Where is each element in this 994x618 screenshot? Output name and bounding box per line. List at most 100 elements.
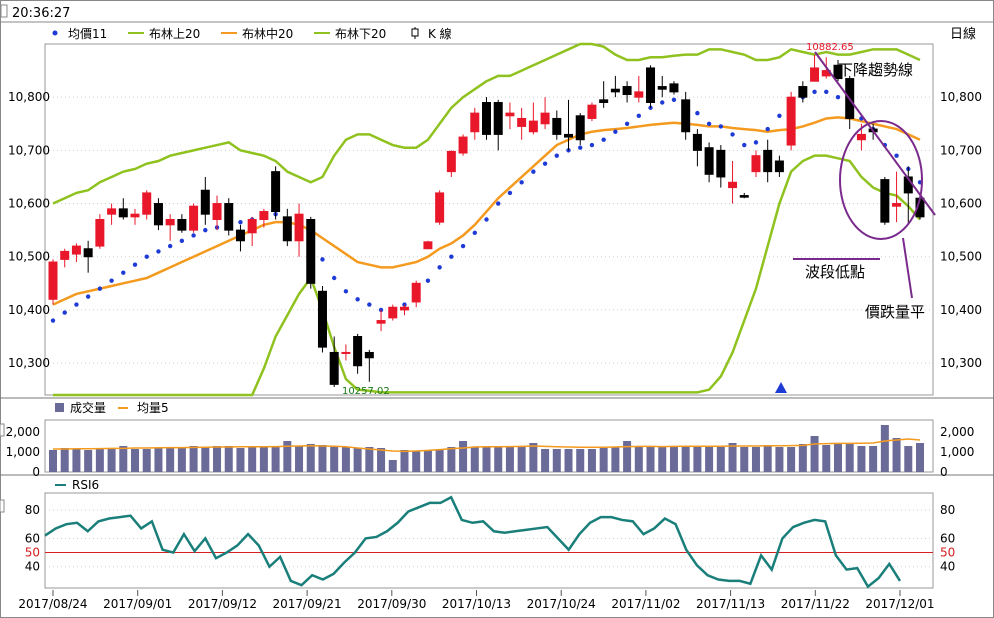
volume-bar [84,450,93,472]
avg11-point [460,243,466,249]
volume-bar [564,449,573,472]
avg11-point [50,318,56,323]
rsi-axis-left-tick: 50 [25,546,40,560]
avg11-point [343,289,349,294]
legend-marker-kline-body [411,28,419,37]
avg11-point [706,121,712,126]
avg11-point [835,94,841,100]
rsi-axis-left-tick: 80 [25,503,40,517]
rsi-axis-right-tick: 50 [940,546,955,560]
volume-bar [271,447,280,472]
volume-bar [494,447,503,472]
price-axis-left-tick: 10,500 [8,250,50,264]
price-axis-left-tick: 10,300 [8,356,50,370]
volume-bar [388,460,397,472]
volume-bar [880,425,889,472]
avg11-point [765,126,770,132]
avg11-point [730,132,735,137]
volume-axis-right-tick: 2,000 [940,425,974,439]
avg11-point [132,262,138,267]
candle-body [388,306,398,319]
avg11-point [156,249,161,254]
volume-bar [283,441,292,472]
avg11-point [589,142,595,148]
price-axis-right-tick: 10,500 [940,250,982,264]
volume-bar [669,447,678,472]
volume-bar [119,446,128,472]
candle-body [177,219,187,231]
volume-bar [435,449,444,472]
low-point-label: 波段低點 [805,263,865,281]
volume-bar [49,450,57,472]
candle-body [376,320,386,324]
avg11-point [203,227,208,233]
volume-bar [72,449,81,472]
vol-flat-pointer [902,237,913,299]
price-axis-left-tick: 10,600 [8,197,50,211]
candle-body [610,88,620,93]
candle-body [493,102,503,135]
volume-bar [400,450,409,472]
candle-body [294,213,304,242]
volume-bar [634,447,643,472]
candle-body [130,213,140,218]
avg11-point [331,275,337,281]
trendline-label: 下降趨勢線 [838,61,913,79]
avg11-point [179,238,185,243]
candle-body [458,136,468,154]
date-tick-label: 2017/09/12 [188,597,257,611]
avg11-point [437,265,442,270]
avg11-point [718,124,724,129]
avg11-point [449,254,454,259]
rsi-axis-left-tick: 60 [25,531,40,545]
volume-bar [728,443,737,472]
candle-body [728,181,738,189]
volume-bar [177,447,186,472]
avg11-point [753,140,759,145]
volume-axis-left-tick: 0 [32,465,40,479]
candle-body [517,117,527,127]
volume-ma-line [53,438,921,453]
date-tick-label: 2017/08/24 [18,597,87,611]
legend-marker-avg11 [52,30,58,36]
volume-bar [541,449,550,472]
volume-bar [166,448,175,472]
avg11-point [601,137,606,142]
date-tick-label: 2017/12/01 [865,597,934,611]
bollinger-line-2 [52,116,921,306]
candle-body [95,219,105,247]
volume-bar [60,448,69,472]
candle-body [71,245,81,255]
volume-bar [611,447,620,472]
volume-bar [318,445,327,472]
avg11-point [62,310,67,315]
volume-bar [833,444,842,472]
avg11-point [812,89,817,95]
date-tick-label: 2017/11/13 [696,597,765,611]
candle-body [107,208,117,215]
volume-axis-right-tick: 1,000 [940,445,974,459]
window-handle-icon [0,4,8,18]
candle-body [165,219,175,226]
volume-bar [213,446,222,472]
price-axis-right-tick: 10,700 [940,143,982,157]
candle-body [435,192,445,223]
volume-bar [236,448,245,472]
volume-bar [798,444,807,472]
volume-bar [470,447,479,472]
trendline [814,51,936,216]
volume-bar [775,447,784,472]
volume-bar [787,447,796,472]
candle-body [446,150,456,173]
candle-body [552,117,562,135]
volume-bar [330,447,339,472]
candle-body [564,133,574,138]
candle-body [200,189,210,215]
avg11-point [85,294,91,299]
candle-body [282,216,292,242]
volume-bar [716,447,725,472]
volume-bar [822,445,831,472]
volume-legend-label: 成交量 [70,400,106,415]
volume-bar [131,449,140,472]
candle-body [411,282,421,303]
